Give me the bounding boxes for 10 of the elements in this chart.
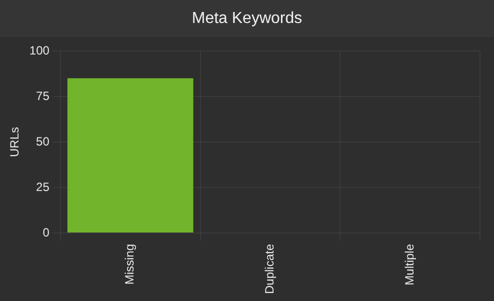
y-tick-label: 0 xyxy=(42,225,50,240)
y-tick-label: 25 xyxy=(36,180,50,194)
x-tick-label: Multiple xyxy=(402,244,416,286)
y-tick-label: 75 xyxy=(36,88,50,103)
y-axis-title: URLs xyxy=(8,126,22,157)
x-tick-label: Missing xyxy=(122,244,137,285)
x-tick-label: Duplicate xyxy=(262,244,277,294)
y-tick-label: 50 xyxy=(36,134,50,148)
chart-title: Meta Keywords xyxy=(0,0,494,37)
y-tick-label: 100 xyxy=(29,43,50,58)
